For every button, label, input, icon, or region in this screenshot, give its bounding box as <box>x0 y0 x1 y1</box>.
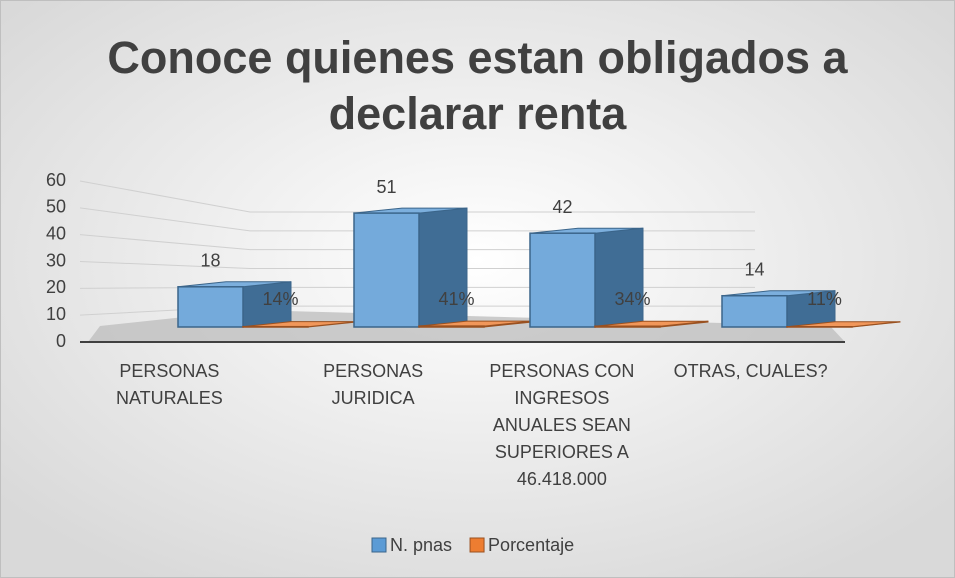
x-tick-label: PERSONAS JURIDICA <box>323 361 424 408</box>
bar-front <box>529 232 596 328</box>
data-label: 18 <box>200 251 220 271</box>
data-label: 14% <box>262 289 298 309</box>
x-tick-label: PERSONAS NATURALES <box>116 361 223 408</box>
bar-front <box>721 294 788 328</box>
bar-front <box>594 325 661 328</box>
bar <box>594 320 709 328</box>
data-label: 34% <box>614 289 650 309</box>
title-box: Conoce quienes estan obligados a declara… <box>107 32 848 139</box>
bar <box>177 281 292 328</box>
y-tick-label: 10 <box>46 304 66 324</box>
x-tick-label: OTRAS, CUALES? <box>673 361 828 381</box>
data-label: 42 <box>552 197 572 217</box>
bar <box>786 321 901 328</box>
bar <box>721 290 836 328</box>
y-tick-label: 0 <box>56 331 66 351</box>
legend-label: N. pnas <box>390 535 452 555</box>
y-tick-label: 60 <box>46 170 66 190</box>
y-tick-label: 20 <box>46 277 66 297</box>
y-tick-label: 30 <box>46 250 66 270</box>
legend-label: Porcentaje <box>488 535 574 555</box>
bar-front <box>418 325 485 328</box>
bar-side <box>418 207 468 328</box>
legend-swatch <box>371 537 387 553</box>
data-label: 11% <box>807 289 842 309</box>
bar-front <box>177 286 244 328</box>
legend-swatch <box>469 537 485 553</box>
data-label: 14 <box>744 259 764 279</box>
y-tick-label: 40 <box>46 223 66 243</box>
chart-title: Conoce quienes estan obligados a declara… <box>107 32 848 139</box>
bar <box>418 320 533 328</box>
x-tick-label: PERSONAS CON INGRESOS ANUALES SEAN SUPER… <box>489 361 635 489</box>
bar-front <box>353 212 420 328</box>
data-label: 41% <box>438 289 474 309</box>
grid-line <box>79 180 755 213</box>
y-tick-label: 50 <box>46 197 66 217</box>
bar <box>529 227 644 328</box>
data-label: 51 <box>376 177 396 197</box>
bar-side <box>594 227 644 328</box>
bar <box>353 207 468 328</box>
